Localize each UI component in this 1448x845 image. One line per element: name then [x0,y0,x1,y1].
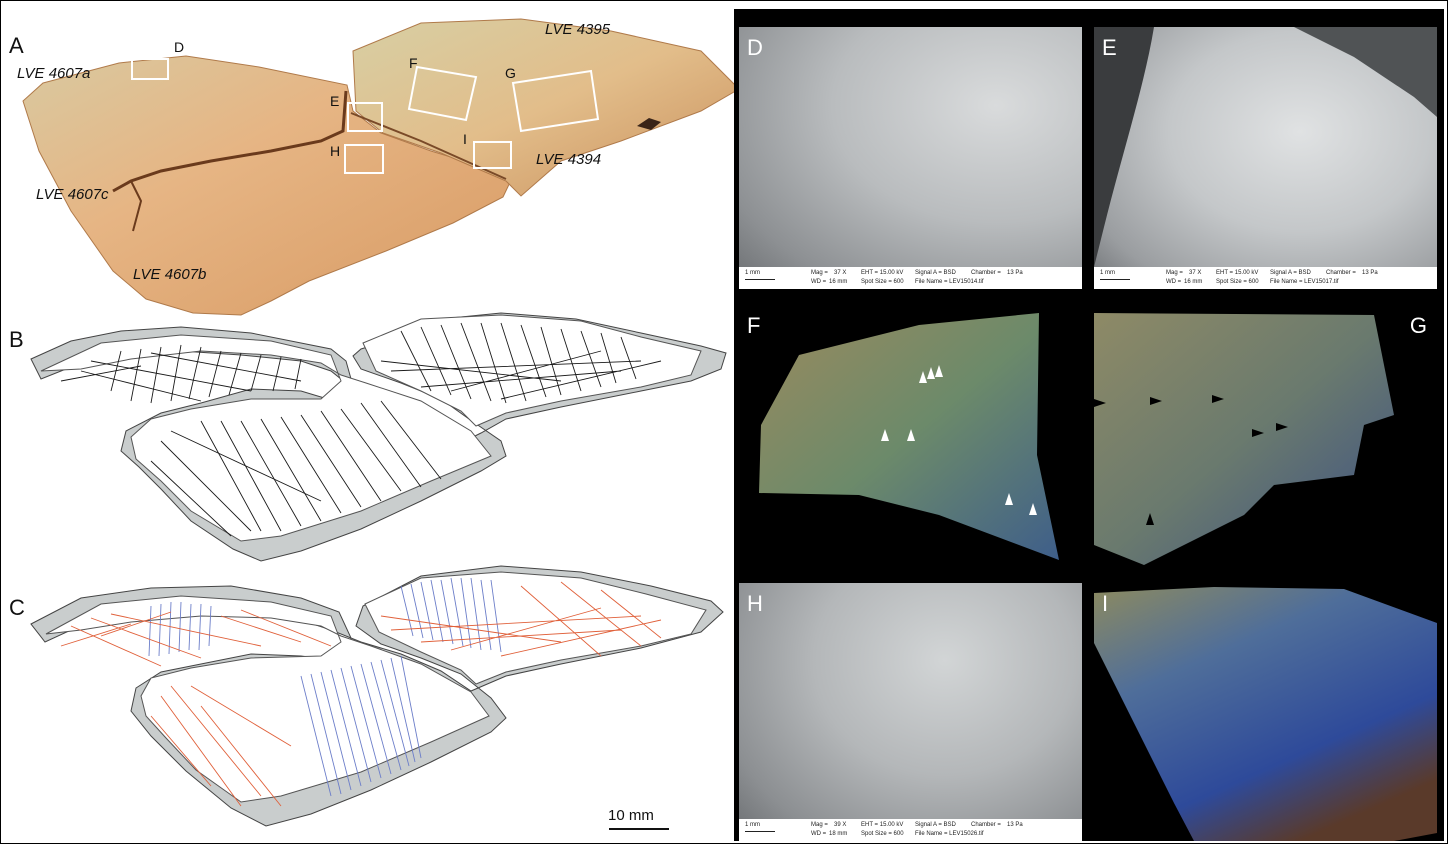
scale-bar [609,828,669,830]
sem-chamber: Chamber = [971,270,1001,276]
panel-b-tracing [30,312,727,562]
crack-line [112,90,348,193]
sem-wd-value: 16 mm [1184,279,1203,285]
sem-signal: Signal A = BSD [915,270,956,276]
crack-line [350,112,507,180]
sem-spot: Spot Size = 600 [861,279,904,285]
label-lve4607b: LVE 4607b [133,266,207,283]
engraving-series-red [60,581,662,807]
sem-scale: 1 mm [1100,270,1115,276]
sem-scale: 1 mm [745,270,760,276]
sem-info-bar: 1 mm Mag = 37 X EHT = 15.00 kV Signal A … [739,267,1082,289]
sem-spot: Spot Size = 600 [1216,279,1259,285]
sem-chamber: Chamber = [1326,270,1356,276]
sem-info-bar: 1 mm Mag = 39 X EHT = 15.00 kV Signal A … [739,819,1082,841]
engraving-lines [60,322,662,537]
sem-wd-value: 16 mm [829,279,848,285]
sem-eht: EHT = 15.00 kV [1216,270,1259,276]
box-letter-f: F [409,55,418,71]
sem-wd: WD = [811,279,827,285]
sem-file: File Name = LEV15017.tif [1270,279,1339,285]
box-letter-h: H [330,143,341,159]
3d-model-f [759,313,1059,560]
sem-chamber: Chamber = [971,822,1001,828]
subpanel-letter-i: I [1102,591,1109,616]
label-lve4395: LVE 4395 [545,21,611,38]
subpanel-g: G [1094,305,1437,567]
label-lve4607a: LVE 4607a [17,65,91,82]
sem-mag-value: 39 X [834,822,847,828]
plaquette-outline [45,595,490,803]
sem-chamber-value: 13 Pa [1007,822,1023,828]
panel-label-a: A [9,33,24,58]
box-letter-i: I [463,131,467,147]
sem-signal: Signal A = BSD [915,822,956,828]
plaquette-lve4607 [22,55,514,316]
box-g [511,69,600,133]
dark-spot [637,118,661,130]
sem-wd-value: 18 mm [829,831,848,837]
sem-mag-value: 37 X [1189,270,1202,276]
sem-mag: Mag = [1166,270,1183,276]
box-i [473,141,512,169]
subpanel-letter-g: G [1409,313,1427,338]
subpanel-h: H 1 mm Mag = 39 X EHT = 15.00 kV Signal … [739,583,1082,841]
3d-model-g [1094,313,1394,565]
plaquette-outline [362,314,702,427]
sem-info-bar: 1 mm Mag = 37 X EHT = 15.00 kV Signal A … [1094,267,1437,289]
sem-spot: Spot Size = 600 [861,831,904,837]
label-lve4394: LVE 4394 [536,151,602,168]
subpanel-e: E 1 mm Mag = 37 X EHT = 15.00 kV Signal … [1094,27,1437,289]
sem-eht: EHT = 15.00 kV [861,270,904,276]
3d-model-i [1094,587,1437,841]
sem-chamber-value: 13 Pa [1007,270,1023,276]
subpanel-f: F [739,305,1082,567]
label-lve4607c: LVE 4607c [36,186,109,203]
sem-wd: WD = [811,831,827,837]
subpanel-letter-d: D [747,35,763,60]
box-d [131,58,169,80]
engraving-series-blue [148,577,502,797]
subpanel-d: D 1 mm Mag = 37 X EHT = 15.00 kV Signal … [739,27,1082,289]
panel-a-photo [22,18,734,316]
box-h [344,144,384,174]
box-letter-g: G [505,65,516,81]
sem-mag-value: 37 X [834,270,847,276]
sem-scale: 1 mm [745,822,760,828]
plaquette-lve4395 [352,18,734,197]
plaquette-outline [40,334,492,542]
box-f [407,65,478,122]
sem-eht: EHT = 15.00 kV [861,822,904,828]
sem-mag: Mag = [811,822,828,828]
box-letter-e: E [330,93,340,109]
panel-label-b: B [9,327,24,352]
panel-c-tracing [30,565,724,827]
sem-chamber-value: 13 Pa [1362,270,1378,276]
scale-label: 10 mm [608,807,654,824]
sem-wd: WD = [1166,279,1182,285]
sem-file: File Name = LEV15014.tif [915,279,984,285]
subpanel-i: I [1094,583,1437,841]
sem-mag: Mag = [811,270,828,276]
subpanel-letter-h: H [747,591,763,616]
sem-file: File Name = LEV15026.tif [915,831,984,837]
micrograph-panel: D 1 mm Mag = 37 X EHT = 15.00 kV Signal … [734,9,1444,841]
sem-fracture [1094,27,1437,267]
box-letter-d: D [174,39,185,55]
subpanel-letter-e: E [1102,35,1117,60]
subpanel-letter-f: F [747,313,761,338]
crack-line [130,180,143,232]
panel-label-c: C [9,595,25,620]
sem-signal: Signal A = BSD [1270,270,1311,276]
box-e [347,102,383,132]
